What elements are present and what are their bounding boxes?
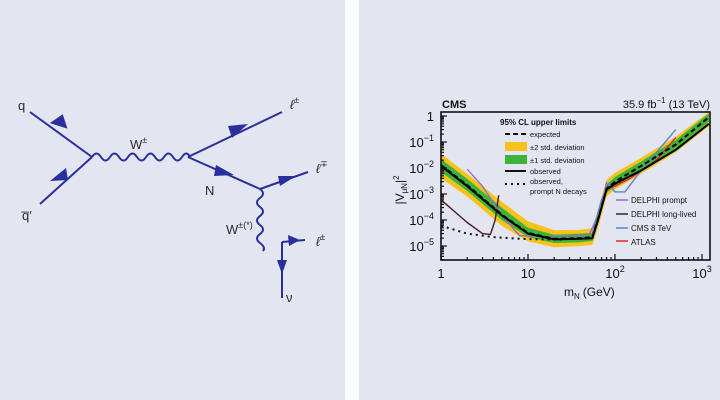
legend-expected-label: expected xyxy=(530,130,560,139)
w-star-propagator xyxy=(256,188,265,252)
y-tick-label: 10−1 xyxy=(409,133,434,150)
legend-observed-label: observed xyxy=(530,167,561,176)
antiquark-line xyxy=(39,156,93,205)
arrow-icon xyxy=(278,176,296,186)
experiment-label: CMS xyxy=(442,99,466,111)
quark-line xyxy=(29,111,93,158)
legend-prompt-label: observed, xyxy=(530,177,563,186)
legend-delphi-longlived-label: DELPHI long-lived xyxy=(631,210,696,219)
label-neutrino: ν xyxy=(286,290,293,305)
curve-observed-prompt-n-decays xyxy=(440,224,563,241)
x-tick-label: 103 xyxy=(692,264,711,281)
legend-cms8-label: CMS 8 TeV xyxy=(631,224,672,233)
x-axis-label: mN (GeV) xyxy=(564,285,615,301)
curve-observed xyxy=(440,123,710,241)
y-axis-label: |VμN|2 xyxy=(392,175,409,205)
legend-1sigma-swatch xyxy=(505,155,527,164)
arrow-icon xyxy=(228,124,248,138)
label-lepton-3: ℓ± xyxy=(316,232,325,249)
label-qbar: q̅′ xyxy=(21,208,32,223)
label-w-star: W±(*) xyxy=(226,220,253,237)
uncertainty-bands xyxy=(441,112,709,248)
arrow-icon xyxy=(288,235,300,246)
feynman-diagram-panel: q q̅′ W± N ℓ± ℓ∓ W±(*) ℓ± ν xyxy=(0,0,345,400)
legend-title: 95% CL upper limits xyxy=(500,118,577,127)
x-tick-label: 10 xyxy=(521,266,535,281)
arrow-icon xyxy=(49,114,68,129)
y-tick-label: 10−3 xyxy=(409,185,434,202)
legend-delphi-prompt-label: DELPHI prompt xyxy=(631,196,688,205)
x-tick-label: 1 xyxy=(437,266,444,281)
curve-expected xyxy=(440,116,710,240)
lumi-label: 35.9 fb−1 (13 TeV) xyxy=(623,96,710,111)
arrow-icon xyxy=(50,168,68,181)
label-lepton-2: ℓ∓ xyxy=(316,159,328,176)
axis-ticks: 1 10 102 103 1 10−1 10−2 10−3 10−4 10−5 xyxy=(409,109,711,281)
w-boson-propagator xyxy=(91,152,191,162)
y-tick-label: 10−5 xyxy=(409,237,434,254)
label-q: q xyxy=(18,98,25,113)
y-tick-label: 10−2 xyxy=(409,159,434,176)
arrow-icon xyxy=(214,165,234,176)
label-w: W± xyxy=(130,135,147,152)
x-tick-label: 102 xyxy=(605,264,624,281)
exclusion-limit-chart: 1 10 102 103 1 10−1 10−2 10−3 10−4 10−5 CMS 35.9 … xyxy=(392,96,712,301)
legend-2sigma-label: ±2 std. deviation xyxy=(530,143,585,152)
limit-curves xyxy=(440,116,710,241)
legend-comparison: DELPHI prompt DELPHI long-lived CMS 8 Te… xyxy=(616,196,696,247)
curve-atlas xyxy=(606,136,677,191)
legend-1sigma-label: ±1 std. deviation xyxy=(530,156,585,165)
y-tick-label: 1 xyxy=(427,109,434,124)
y-tick-label: 10−4 xyxy=(409,211,434,228)
panel-divider xyxy=(345,0,359,400)
label-n: N xyxy=(205,183,214,198)
legend-prompt-label-2: prompt N decays xyxy=(530,187,587,196)
legend: 95% CL upper limits expected ±2 std. dev… xyxy=(500,118,587,196)
arrow-icon xyxy=(277,260,287,274)
label-lepton-1: ℓ± xyxy=(290,95,299,112)
legend-2sigma-swatch xyxy=(505,142,527,151)
feynman-diagram: q q̅′ W± N ℓ± ℓ∓ W±(*) ℓ± ν xyxy=(18,95,328,305)
limit-plot-panel: 1 10 102 103 1 10−1 10−2 10−3 10−4 10−5 CMS 35.9 … xyxy=(359,0,720,400)
curve-delphi-long-lived xyxy=(440,195,500,236)
legend-atlas-label: ATLAS xyxy=(631,238,656,247)
